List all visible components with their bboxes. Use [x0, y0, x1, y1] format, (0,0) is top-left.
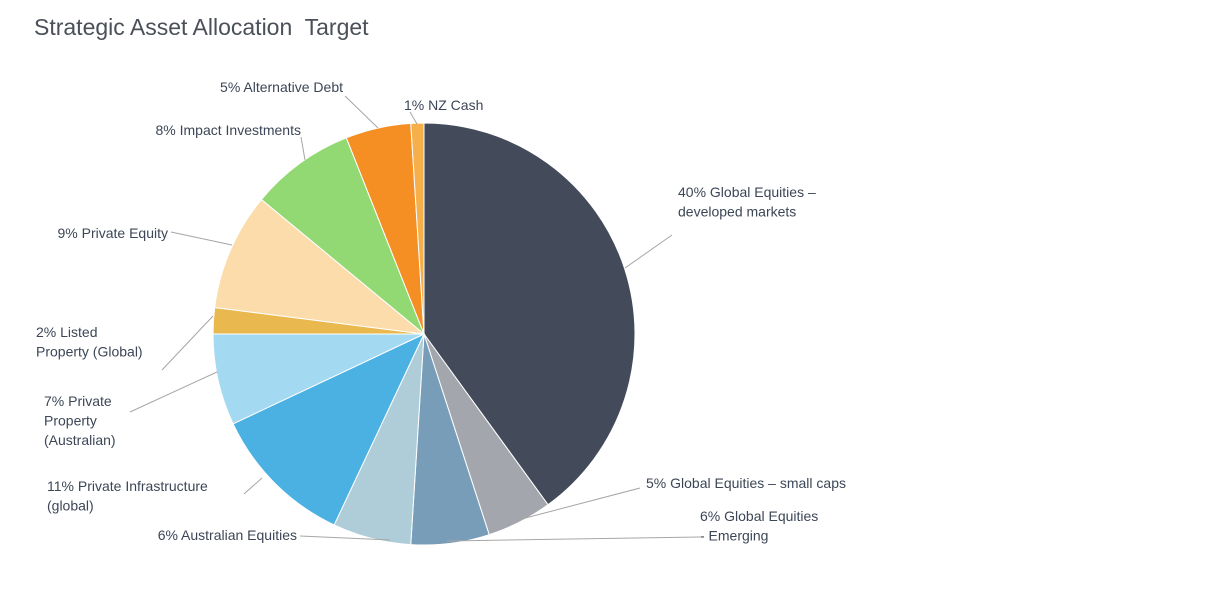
slice-label-9: 5% Alternative Debt	[220, 79, 343, 95]
leader-line-1	[513, 487, 641, 522]
leader-line-8	[300, 136, 306, 161]
leader-line-9	[344, 95, 379, 129]
slice-label-4: 11% Private Infrastructure (global)	[47, 478, 208, 514]
pie-slice-8	[260, 137, 425, 335]
leader-line-10	[409, 111, 418, 125]
pie-slice-4	[232, 332, 426, 526]
slice-label-7: 9% Private Equity	[58, 225, 169, 241]
slice-label-8: 8% Impact Investments	[155, 122, 301, 138]
leader-line-0	[624, 234, 673, 269]
slice-label-3: 6% Australian Equities	[158, 527, 297, 543]
slice-label-5: 7% Private Property (Australian)	[44, 393, 116, 448]
pie-slice-10	[410, 122, 425, 335]
leader-line-2	[446, 536, 701, 542]
slice-label-1: 5% Global Equities – small caps	[646, 475, 846, 491]
slice-label-2: 6% Global Equities - Emerging	[700, 508, 818, 544]
leader-line-7	[170, 231, 233, 246]
chart-title: Strategic Asset Allocation Target	[34, 14, 369, 40]
leader-line-3	[299, 535, 391, 541]
leader-line-4	[243, 477, 263, 495]
slice-label-10: 1% NZ Cash	[404, 97, 483, 113]
leader-line-5	[129, 371, 218, 413]
slice-label-0: 40% Global Equities – developed markets	[678, 184, 816, 220]
slice-label-6: 2% Listed Property (Global)	[36, 324, 143, 360]
leader-line-6	[161, 315, 214, 371]
pie-slice-0	[423, 122, 636, 506]
pie-slice-7	[214, 198, 426, 335]
